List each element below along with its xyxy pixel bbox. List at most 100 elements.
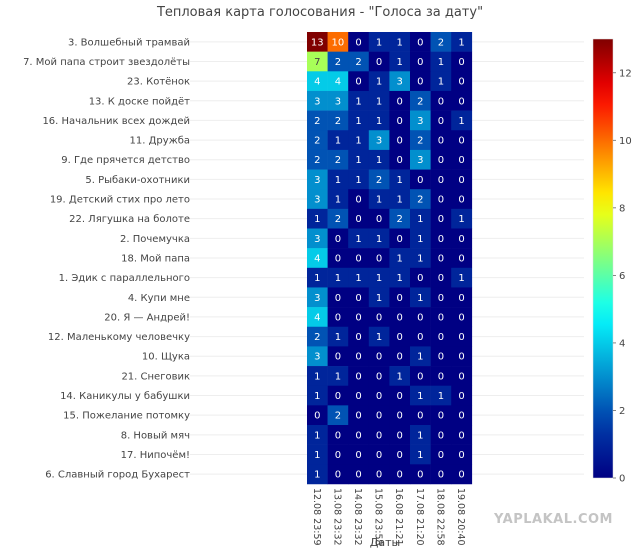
heatmap-cell [451, 444, 473, 465]
heatmap-cell [451, 130, 473, 151]
heatmap-cell [451, 169, 473, 190]
heatmap-cell [451, 267, 473, 288]
cell-value-label: 1 [397, 253, 403, 264]
heatmap-cell [348, 385, 370, 406]
heatmap-cell [368, 228, 390, 249]
cell-value-label: 1 [376, 155, 382, 166]
cell-value-label: 0 [417, 470, 423, 481]
heatmap-cell [430, 444, 452, 465]
cell-value-label: 1 [376, 96, 382, 107]
heatmap-cell [389, 366, 411, 386]
cell-value-label: 3 [417, 155, 423, 166]
cell-value-label: 0 [458, 136, 464, 147]
cell-value-label: 3 [314, 234, 320, 245]
heatmap-cell [430, 366, 452, 386]
heatmap-cell [389, 208, 411, 229]
cell-value-label: 0 [458, 234, 464, 245]
heatmap-cell [389, 90, 411, 111]
heatmap-cell [348, 248, 370, 269]
heatmap-cell [451, 405, 473, 426]
heatmap-cell [368, 405, 390, 426]
heatmap-cell [430, 307, 452, 328]
cell-value-label: 0 [335, 352, 341, 363]
cell-value-label: 1 [376, 195, 382, 206]
cell-value-label: 3 [314, 352, 320, 363]
x-tick-label: 12.08 23:59 [311, 488, 322, 546]
heatmap-cell [307, 208, 328, 229]
cell-value-label: 2 [335, 411, 341, 422]
heatmap-cell [327, 149, 349, 170]
heatmap-cell [410, 189, 431, 210]
cell-value-label: 0 [397, 136, 403, 147]
cell-value-label: 13 [311, 37, 324, 48]
heatmap-cell [307, 267, 328, 288]
heatmap-cell [410, 32, 431, 52]
heatmap-cell [451, 228, 473, 249]
cell-value-label: 0 [438, 470, 444, 481]
cell-value-label: 0 [438, 352, 444, 363]
y-tick-label: 20. Я — Андрей! [104, 312, 190, 323]
cell-value-label: 0 [376, 214, 382, 225]
heatmap-cell [348, 130, 370, 151]
heatmap-cell [327, 130, 349, 151]
heatmap-cell [410, 110, 431, 131]
y-tick-label: 22. Лягушка на болоте [69, 214, 190, 225]
cell-value-label: 1 [376, 116, 382, 127]
heatmap-cell [348, 287, 370, 308]
cell-value-label: 0 [458, 450, 464, 461]
cell-value-label: 2 [335, 116, 341, 127]
heatmap-cell [368, 32, 390, 52]
cell-value-label: 0 [335, 234, 341, 245]
cell-value-label: 1 [376, 293, 382, 304]
heatmap-cell [389, 385, 411, 406]
cell-value-label: 0 [417, 371, 423, 382]
cell-value-label: 1 [397, 371, 403, 382]
cell-value-label: 0 [417, 332, 423, 343]
heatmap-cell [410, 71, 431, 92]
heatmap-cell [451, 90, 473, 111]
cell-value-label: 0 [458, 312, 464, 323]
cell-value-label: 0 [397, 312, 403, 323]
cell-value-label: 0 [438, 450, 444, 461]
cell-value-label: 1 [458, 116, 464, 127]
heatmap-cell [430, 149, 452, 170]
x-axis-labels: 12.08 23:59 13.08 23:32 14.08 23:32 15.08 2… [311, 488, 466, 546]
cell-value-label: 1 [438, 77, 444, 88]
heatmap-cell [430, 385, 452, 406]
heatmap-cell [410, 444, 431, 465]
watermark-logo: YAPLAKAL.COM [493, 512, 613, 527]
cell-value-label: 0 [335, 391, 341, 402]
x-tick-label: 19.08 20:40 [455, 488, 466, 546]
y-tick-label: 15. Пожелание потомку [63, 411, 190, 422]
heatmap-cell [389, 51, 411, 72]
heatmap-cell [430, 71, 452, 92]
cell-value-label: 0 [438, 273, 444, 284]
heatmap-cell [348, 71, 370, 92]
heatmap-cell [430, 189, 452, 210]
cell-value-label: 0 [397, 430, 403, 441]
heatmap-cell [368, 385, 390, 406]
cell-value-label: 1 [314, 214, 320, 225]
cell-value-label: 0 [355, 450, 361, 461]
heatmap-cell [410, 366, 431, 386]
cell-value-label: 0 [355, 312, 361, 323]
x-tick-label: 17.08 21:20 [414, 488, 425, 546]
heatmap-cell [410, 130, 431, 151]
heatmap-cell [327, 287, 349, 308]
cell-value-label: 1 [314, 450, 320, 461]
cell-value-label: 0 [397, 116, 403, 127]
heatmap-cell [430, 32, 452, 52]
cell-value-label: 10 [332, 37, 345, 48]
cell-value-label: 0 [397, 352, 403, 363]
heatmap-cell [410, 90, 431, 111]
colorbar-tick-label: 4 [619, 338, 625, 349]
heatmap-cell [307, 149, 328, 170]
heatmap-cell [451, 425, 473, 445]
heatmap-cell [389, 425, 411, 445]
heatmap-cell [389, 307, 411, 328]
cell-value-label: 1 [335, 371, 341, 382]
cell-value-label: 3 [335, 96, 341, 107]
cell-value-label: 0 [397, 470, 403, 481]
cell-value-label: 2 [335, 214, 341, 225]
cell-value-label: 0 [355, 352, 361, 363]
